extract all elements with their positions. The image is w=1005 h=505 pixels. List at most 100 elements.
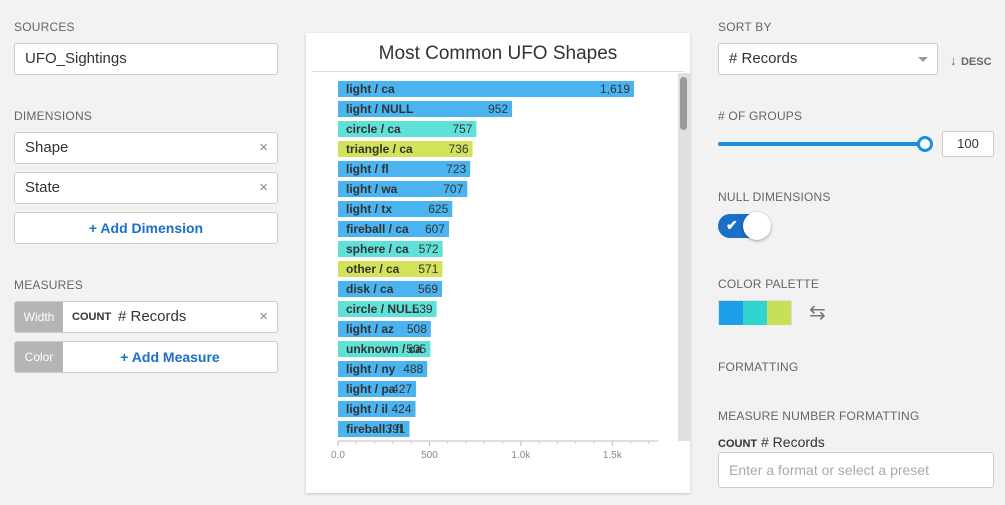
bar[interactable] [338,201,453,217]
bar-category-label: light / pa [346,382,396,396]
measure-number-formatting-label: MEASURE NUMBER FORMATTING [718,409,920,423]
bar[interactable] [338,141,473,157]
bar[interactable] [338,281,443,297]
arrow-down-icon: ↓ [950,53,957,68]
format-measure-name: COUNT # Records [718,434,825,450]
palette-swatch [743,301,767,325]
measure-width-row[interactable]: Width COUNT # Records × [14,301,278,333]
bar-category-label: light / NULL [346,102,413,116]
sort-by-select[interactable]: # Records [718,43,938,75]
bar[interactable] [338,401,416,417]
bar-value-label: 952 [488,102,508,116]
toggle-knob [743,212,771,240]
bar-category-label: circle / NULL [346,302,419,316]
formatting-label: FORMATTING [718,360,799,374]
null-dimensions-toggle[interactable]: ✔ [718,212,771,240]
groups-slider-handle[interactable] [917,136,933,152]
bar-category-label: light / tx [346,202,392,216]
chart-scrollbar-thumb[interactable] [680,77,687,130]
chart-scrollbar-track[interactable] [678,73,690,441]
swap-icon[interactable]: ⇆ [809,302,826,324]
bar-value-label: 571 [418,262,438,276]
bar-value-label: 424 [392,402,412,416]
bar-category-label: light / az [346,322,394,336]
bar[interactable] [338,361,428,377]
bar[interactable] [338,121,477,137]
bar-value-label: 1,619 [600,82,630,96]
add-dimension-button[interactable]: + Add Dimension [14,212,278,244]
bar-value-label: 505 [406,342,426,356]
format-input[interactable]: Enter a format or select a preset [718,452,994,488]
dimension-shape[interactable]: Shape × [14,132,278,164]
measure-field: # Records [118,308,187,325]
bar[interactable] [338,321,431,337]
chevron-down-icon [918,57,928,62]
bar-category-label: circle / ca [346,122,401,136]
bar[interactable] [338,221,449,237]
bar-category-label: triangle / ca [346,142,413,156]
bar[interactable] [338,161,471,177]
dimension-state[interactable]: State × [14,172,278,204]
check-icon: ✔ [726,217,738,233]
bar[interactable] [338,421,410,437]
bar[interactable] [338,81,635,97]
measure-agg: COUNT [72,311,112,323]
bar-chart: light / ca 1,619 light / NULL 952 circle / c… [331,81,658,461]
bar-value-label: 625 [428,202,448,216]
groups-number-input[interactable]: 100 [942,131,994,157]
x-axis-tick-label: 500 [421,450,438,461]
bar-value-label: 391 [385,422,405,436]
bar-category-label: fireball / fl [346,422,403,436]
bar-category-label: light / wa [346,182,398,196]
format-agg: COUNT [718,438,758,450]
x-axis-tick-label: 1.0k [511,450,531,461]
color-pill: Color [15,342,63,372]
bar[interactable] [338,301,437,317]
bar-category-label: light / ny [346,362,396,376]
add-measure-button[interactable]: + Add Measure [120,349,220,365]
bar-category-label: light / fl [346,162,389,176]
bar-category-label: sphere / ca [346,242,409,256]
bar[interactable] [338,101,513,117]
bar-category-label: disk / ca [346,282,394,296]
clear-icon[interactable]: × [259,308,268,325]
measures-label: MEASURES [14,278,83,292]
x-axis-tick-label: 0.0 [331,450,345,461]
null-dimensions-label: NULL DIMENSIONS [718,190,831,204]
bar-value-label: 736 [449,142,469,156]
bar-value-label: 488 [403,362,423,376]
bar[interactable] [338,381,417,397]
bar-value-label: 508 [407,322,427,336]
color-palette-swatches[interactable] [718,300,792,325]
palette-swatch [767,301,791,325]
bar[interactable] [338,241,443,257]
dimensions-label: DIMENSIONS [14,109,93,123]
palette-swatch [719,301,743,325]
clear-icon[interactable]: × [259,139,268,156]
bar-category-label: light / ca [346,82,395,96]
bar-category-label: unknown / ca [346,342,422,356]
bar-value-label: 723 [446,162,466,176]
clear-icon[interactable]: × [259,179,268,196]
format-field: # Records [761,434,825,450]
sort-by-label: SORT BY [718,20,772,34]
dimension-label: Shape [25,139,69,156]
width-pill: Width [15,302,63,332]
bar-category-label: other / ca [346,262,400,276]
bar-value-label: 572 [419,242,439,256]
bar-value-label: 757 [452,122,472,136]
bar[interactable] [338,261,443,277]
bar[interactable] [338,341,431,357]
bar-value-label: 607 [425,222,445,236]
sort-direction-label: DESC [960,56,992,68]
bar-category-label: light / il [346,402,388,416]
bar-value-label: 539 [413,302,433,316]
source-field[interactable]: UFO_Sightings [14,43,278,75]
sort-direction-button[interactable]: ↓ DESC [950,52,992,70]
bar-value-label: 427 [392,382,412,396]
groups-slider-track[interactable] [718,142,926,146]
bar[interactable] [338,181,468,197]
measure-color-row[interactable]: Color + Add Measure [14,341,278,373]
chart-title: Most Common UFO Shapes [378,43,618,64]
x-axis-tick-label: 1.5k [603,450,623,461]
